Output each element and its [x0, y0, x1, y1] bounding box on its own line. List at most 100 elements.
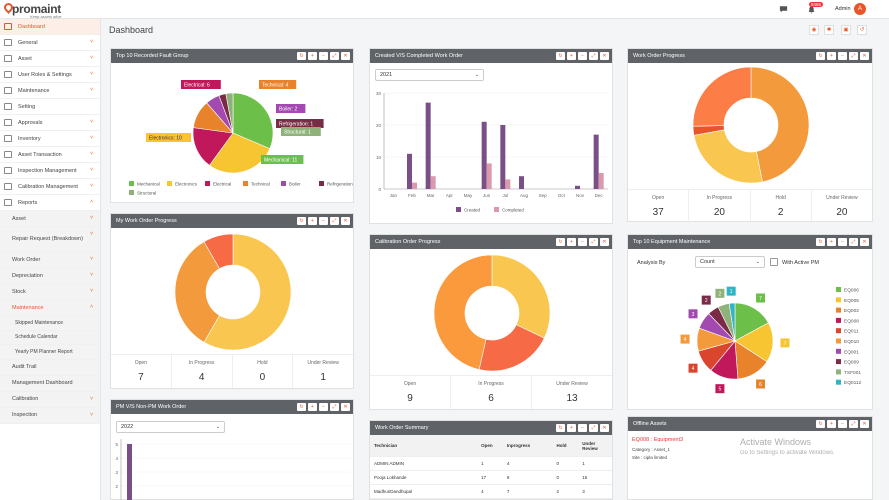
expand-icon[interactable]: ⤢	[330, 403, 339, 411]
legend-item[interactable]: Refrigeration	[327, 182, 353, 187]
sidebar-item-maintenance[interactable]: Maintenance ˅	[0, 83, 100, 99]
refresh-icon[interactable]: ↻	[556, 52, 565, 60]
add-icon[interactable]: +	[567, 52, 576, 60]
close-icon[interactable]: ✕	[341, 52, 350, 60]
add-icon[interactable]: +	[567, 238, 576, 246]
reports-item-repair-request-breakdown-[interactable]: Repair Request (Breakdown) ˅	[0, 227, 100, 252]
bar-created-jul[interactable]	[500, 125, 506, 189]
settings-icon[interactable]: ◉	[809, 25, 819, 35]
legend-item[interactable]: Technical	[251, 182, 270, 187]
slice-eq0112[interactable]	[728, 302, 736, 342]
bell-icon[interactable]	[807, 6, 816, 14]
bar-created-dec[interactable]	[593, 134, 599, 189]
close-icon[interactable]: ✕	[860, 52, 869, 60]
slice-open[interactable]	[750, 66, 810, 183]
legend-item[interactable]: EQ002	[844, 308, 859, 314]
add-icon[interactable]: +	[827, 52, 836, 60]
legend-item[interactable]: EQ010	[844, 339, 859, 345]
add-icon[interactable]: +	[827, 420, 836, 428]
add-icon[interactable]: +	[308, 52, 317, 60]
close-icon[interactable]: ✕	[600, 52, 609, 60]
chat-icon[interactable]	[779, 5, 788, 13]
reports-item-maintenance[interactable]: Maintenance ˄	[0, 300, 100, 316]
bar-created-nov[interactable]	[575, 185, 580, 189]
refresh-icon[interactable]: ↻	[556, 424, 565, 432]
legend-item[interactable]: EQ008	[844, 318, 859, 324]
refresh-icon[interactable]: ↺	[857, 25, 867, 35]
reports-item-depreciation[interactable]: Depreciation ˅	[0, 268, 100, 284]
close-icon[interactable]: ✕	[860, 238, 869, 246]
slice-structural[interactable]	[225, 92, 234, 134]
legend-item[interactable]: EQ005	[844, 298, 859, 304]
expand-icon[interactable]: ⤢	[849, 52, 858, 60]
reports-item-asset[interactable]: Asset ˅	[0, 211, 100, 227]
bar-created-feb[interactable]	[407, 153, 412, 189]
expand-icon[interactable]: ⤢	[849, 420, 858, 428]
minimize-icon[interactable]: −	[578, 52, 587, 60]
sidebar-item-approvals[interactable]: Approvals ˅	[0, 115, 100, 131]
slice-in-progress[interactable]	[174, 241, 220, 343]
slice-under-review[interactable]	[203, 233, 234, 270]
bar-completed-jul[interactable]	[505, 179, 511, 189]
expand-icon[interactable]: ⤢	[589, 52, 598, 60]
minimize-icon[interactable]: −	[578, 238, 587, 246]
table-row[interactable]: Pooja Lokhande 17 9 0 15	[370, 471, 612, 485]
minimize-icon[interactable]: −	[319, 217, 328, 225]
table-row[interactable]: ADMIN ADMIN 1 4 0 1	[370, 457, 612, 471]
legend-item[interactable]: Created	[464, 208, 481, 213]
add-icon[interactable]: +	[567, 424, 576, 432]
slice-under-review[interactable]	[433, 254, 493, 370]
bar-created-aug[interactable]	[519, 176, 524, 189]
close-icon[interactable]: ✕	[600, 238, 609, 246]
reports-item-management-dashboard[interactable]: Management Dashboard	[0, 375, 100, 392]
expand-icon[interactable]: ⤢	[330, 52, 339, 60]
logo[interactable]: promaint Keep assets alive	[2, 1, 61, 19]
slice-open[interactable]	[491, 254, 551, 339]
refresh-icon[interactable]: ↻	[816, 420, 825, 428]
expand-icon[interactable]: ⤢	[589, 424, 598, 432]
reports-item-inspection[interactable]: Inspection ˅	[0, 407, 100, 424]
close-icon[interactable]: ✕	[341, 217, 350, 225]
sidebar-item-reports[interactable]: Reports ˄	[0, 195, 100, 211]
minimize-icon[interactable]: −	[838, 52, 847, 60]
slice-electronics[interactable]	[209, 132, 271, 174]
refresh-icon[interactable]: ↻	[297, 403, 306, 411]
close-icon[interactable]: ✕	[341, 403, 350, 411]
analysis-select[interactable]: Count ⌄	[695, 256, 765, 268]
legend-item[interactable]: TSF001	[844, 370, 861, 376]
slice-mechanical[interactable]	[232, 92, 274, 150]
close-icon[interactable]: ✕	[600, 424, 609, 432]
legend-item[interactable]: Electronics	[175, 182, 198, 187]
refresh-icon[interactable]: ↻	[816, 52, 825, 60]
bar-created-jun[interactable]	[481, 121, 487, 189]
gear-icon[interactable]: ✱	[824, 25, 834, 35]
bar-completed-mar[interactable]	[430, 176, 436, 189]
slice-open[interactable]	[203, 233, 292, 351]
user-name[interactable]: Admin	[835, 6, 851, 12]
sidebar-item-asset[interactable]: Asset ˅	[0, 51, 100, 67]
add-icon[interactable]: +	[308, 217, 317, 225]
sidebar-item-inspection-management[interactable]: Inspection Management ˅	[0, 163, 100, 179]
expand-icon[interactable]: ⤢	[589, 238, 598, 246]
legend-item[interactable]: Completed	[502, 208, 524, 213]
maintenance-item-schedule-calendar[interactable]: Schedule Calendar	[0, 330, 100, 345]
legend-item[interactable]: EQ001	[844, 349, 859, 355]
legend-item[interactable]: Electrical	[213, 182, 231, 187]
sidebar-item-setting[interactable]: Setting	[0, 99, 100, 115]
minimize-icon[interactable]: −	[319, 403, 328, 411]
maintenance-item-skipped-maintenance[interactable]: Skipped Maintenance	[0, 316, 100, 331]
bar-completed-feb[interactable]	[412, 182, 417, 189]
expand-icon[interactable]: ⤢	[330, 217, 339, 225]
active-pm-checkbox[interactable]	[770, 258, 778, 266]
sidebar-item-inventory[interactable]: Inventory ˅	[0, 131, 100, 147]
minimize-icon[interactable]: −	[838, 420, 847, 428]
bar-created-mar[interactable]	[425, 102, 431, 189]
sidebar-item-general[interactable]: General ˅	[0, 35, 100, 51]
slice-under-review[interactable]	[692, 66, 752, 127]
sidebar-item-calibration-management[interactable]: Calibration Management ˅	[0, 179, 100, 195]
legend-item[interactable]: EQ0112	[844, 380, 862, 386]
table-row[interactable]: MadhuriDandhupal 4 7 2 3	[370, 485, 612, 499]
reports-item-audit-trail[interactable]: Audit Trail	[0, 359, 100, 376]
refresh-icon[interactable]: ↻	[556, 238, 565, 246]
add-icon[interactable]: +	[308, 403, 317, 411]
